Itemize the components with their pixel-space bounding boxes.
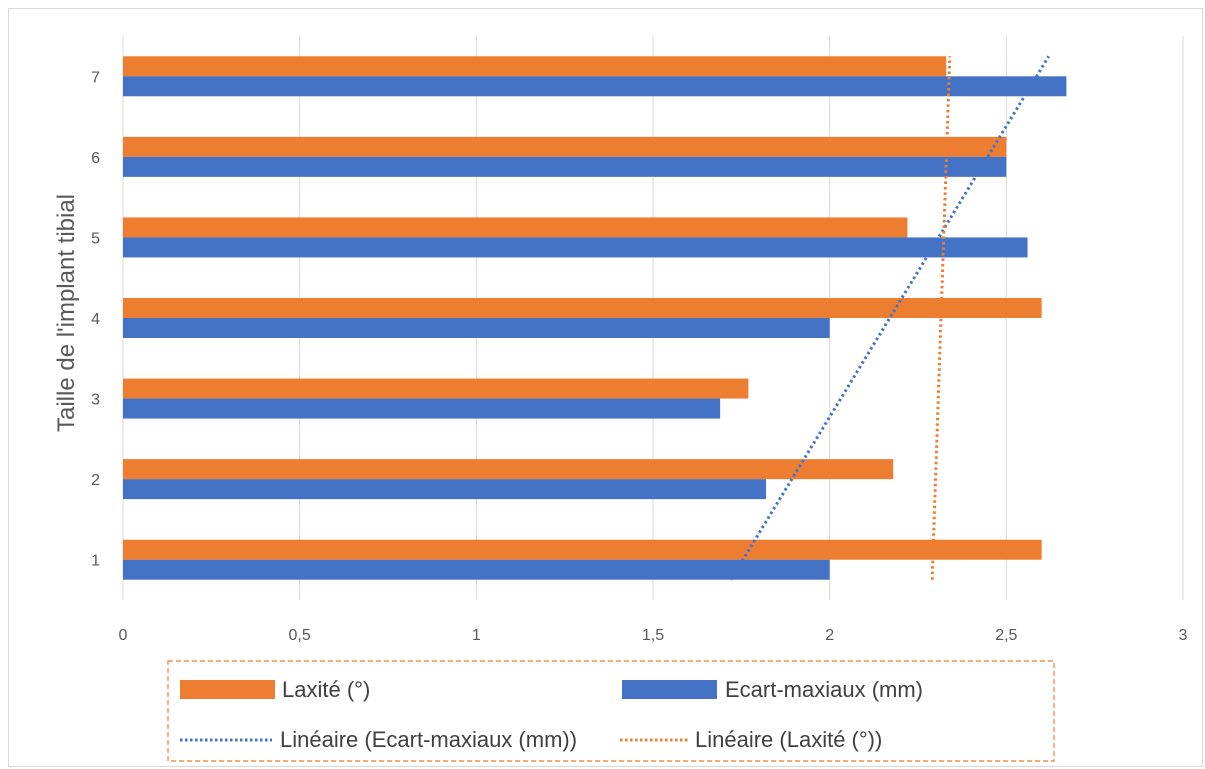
y-tick-label-6: 6 [91, 150, 100, 167]
x-tick-label-3: 1,5 [642, 627, 664, 644]
legend-label-ecart: Ecart-maxiaux (mm) [725, 677, 923, 702]
x-tick-label-1: 0,5 [289, 627, 311, 644]
x-tick-label-4: 2 [825, 627, 834, 644]
y-tick-label-3: 3 [91, 392, 100, 409]
x-tick-label-6: 3 [1179, 627, 1188, 644]
y-axis-title: Taille de l'implant tibial [53, 194, 80, 432]
legend-box [167, 660, 1055, 762]
legend-swatch-ecart [622, 680, 717, 699]
bars [123, 56, 1067, 580]
legend-label-trend-laxite: Linéaire (Laxité (°)) [695, 727, 882, 752]
legend-label-laxite: Laxité (°) [282, 677, 370, 702]
y-tick-label-2: 2 [91, 472, 100, 489]
bar-laxite-4 [123, 298, 1042, 318]
trendlines [729, 55, 1051, 581]
x-tick-label-0: 0 [119, 627, 128, 644]
bar-ecart-6 [123, 156, 1007, 177]
bar-laxite-6 [123, 136, 1007, 157]
bar-ecart-5 [123, 237, 1028, 258]
chart-frame [8, 8, 1203, 767]
bar-ecart-2 [123, 479, 767, 500]
legend: Laxité (°) Ecart-maxiaux (mm) Linéaire (… [167, 660, 1055, 762]
bar-laxite-2 [123, 459, 894, 480]
gridlines [122, 36, 1184, 600]
x-tick-label-2: 1 [472, 627, 481, 644]
y-tick-label-5: 5 [91, 230, 100, 247]
legend-label-trend-ecart: Linéaire (Ecart-maxiaux (mm)) [280, 727, 577, 752]
trendline-laxite [930, 56, 952, 580]
bar-ecart-4 [123, 318, 830, 338]
y-tick-label-4: 4 [91, 311, 100, 328]
x-axis-ticks: 0 0,5 1 1,5 2 2,5 3 [119, 627, 1188, 644]
legend-swatch-laxite [180, 680, 275, 699]
y-axis-ticks: 1 2 3 4 5 6 7 [91, 69, 100, 569]
bar-ecart-7 [123, 76, 1067, 97]
x-tick-label-5: 2,5 [995, 627, 1017, 644]
bar-laxite-1 [123, 539, 1042, 560]
y-tick-label-7: 7 [91, 69, 100, 86]
bar-laxite-7 [123, 56, 947, 77]
bar-ecart-3 [123, 398, 721, 419]
bar-laxite-5 [123, 217, 908, 238]
bar-ecart-1 [123, 559, 830, 580]
bar-laxite-3 [123, 378, 749, 399]
y-tick-label-1: 1 [91, 553, 100, 570]
